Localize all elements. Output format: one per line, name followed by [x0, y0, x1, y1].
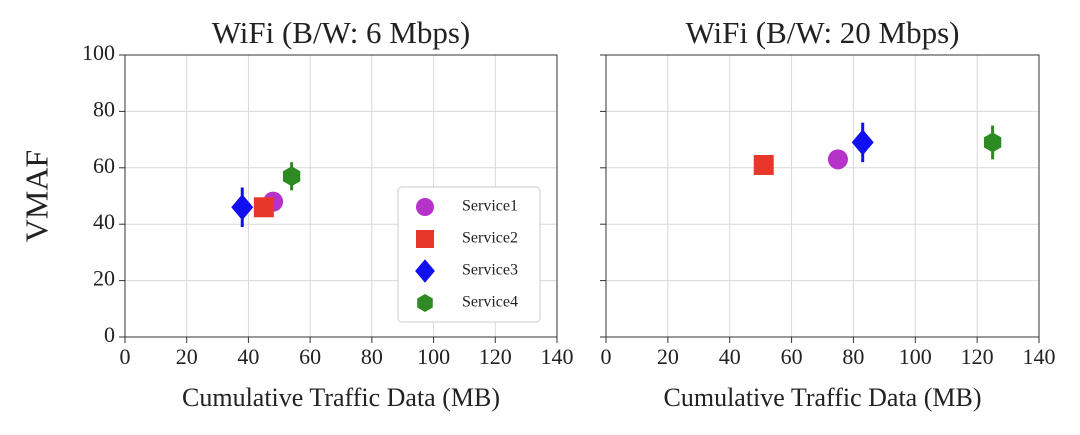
legend-label: Service1: [462, 198, 518, 215]
x-tick-label: 80: [361, 344, 383, 369]
legend-label: Service3: [462, 262, 518, 279]
marker: [231, 194, 254, 221]
y-tick-label: 0: [104, 322, 115, 347]
x-tick-label: 100: [417, 344, 450, 369]
x-tick-label: 40: [237, 344, 259, 369]
marker: [851, 129, 874, 156]
x-tick-label: 20: [657, 344, 679, 369]
x-tick-label: 120: [479, 344, 512, 369]
legend-marker: [415, 259, 435, 283]
legend-label: Service2: [462, 230, 518, 247]
y-tick-label: 40: [93, 209, 115, 234]
plot-frame: [605, 54, 1040, 338]
marker: [983, 132, 1002, 153]
marker: [282, 166, 301, 187]
legend-marker: [417, 294, 433, 312]
chart-title: WiFi (B/W: 6 Mbps): [212, 15, 471, 50]
x-tick-label: 140: [1023, 344, 1056, 369]
legend-marker: [416, 230, 434, 248]
y-axis-label: VMAF: [18, 150, 54, 242]
plot-frame: [124, 54, 558, 338]
x-tick-label: 120: [961, 344, 994, 369]
x-tick-label: 60: [781, 344, 803, 369]
y-tick-label: 60: [93, 153, 115, 178]
marker: [753, 154, 774, 175]
x-tick-label: 80: [842, 344, 864, 369]
x-tick-label: 0: [120, 344, 131, 369]
marker: [827, 149, 848, 170]
y-tick-label: 100: [82, 40, 115, 65]
x-tick-label: 140: [541, 344, 574, 369]
x-tick-label: 20: [176, 344, 198, 369]
legend-marker: [416, 198, 434, 216]
chart-title: WiFi (B/W: 20 Mbps): [685, 15, 959, 50]
x-tick-label: 100: [899, 344, 932, 369]
x-axis-label: Cumulative Traffic Data (MB): [664, 383, 982, 412]
x-tick-label: 40: [719, 344, 741, 369]
marker: [253, 197, 274, 218]
x-tick-label: 0: [601, 344, 612, 369]
x-axis-label: Cumulative Traffic Data (MB): [182, 383, 500, 412]
legend-label: Service4: [462, 294, 518, 311]
y-tick-label: 20: [93, 266, 115, 291]
x-tick-label: 60: [299, 344, 321, 369]
legend: [397, 186, 541, 323]
y-tick-label: 80: [93, 96, 115, 121]
